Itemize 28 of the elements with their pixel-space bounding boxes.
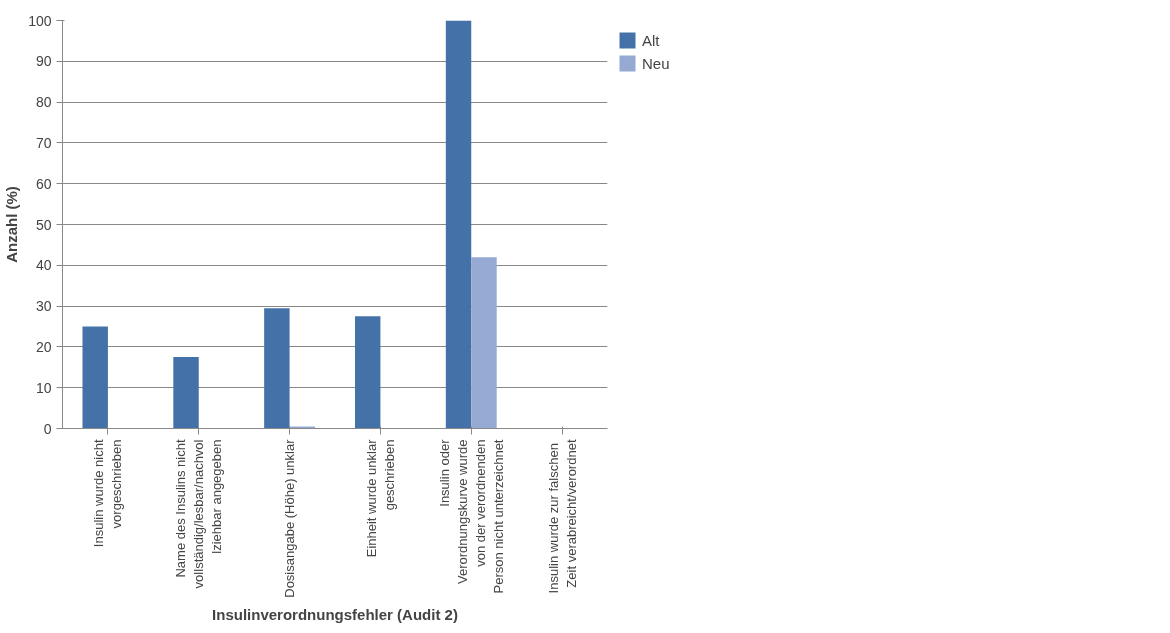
legend-label: Neu [642, 54, 670, 72]
y-tick-label: 40 [35, 257, 52, 274]
x-tick-label: Insulin wurde nicht vorgeschrieben [91, 439, 125, 548]
y-tick-label: 0 [43, 420, 52, 437]
x-tick-label: Insulin wurde zur falschen Zeit verabreicht/verordnet [545, 439, 579, 594]
y-tick-label: 30 [35, 298, 52, 315]
bar [471, 257, 497, 429]
y-tick-label: 90 [35, 53, 52, 70]
x-tick-label: Dosisangabe (Höhe) unklar [282, 438, 298, 598]
bar [264, 308, 290, 429]
y-tick-label: 60 [35, 175, 52, 192]
y-tick-label: 50 [35, 216, 52, 233]
bar [173, 357, 199, 429]
bar [354, 316, 381, 429]
y-axis-title: Anzahl (%) [3, 186, 21, 263]
x-tick-label: Einheit wurde unklar geschrieben [363, 438, 397, 558]
y-tick-label: 100 [28, 12, 52, 29]
x-tick-label: Insulin oder Verordnungskurve wurde von der verordnenden Person nicht unterzeichnet [436, 438, 506, 594]
y-tick-label: 10 [35, 379, 52, 396]
y-tick-label: 20 [35, 338, 52, 355]
x-axis-title: Insulinverordnungsfehler (Audit 2) [212, 605, 458, 623]
bar [445, 20, 472, 429]
y-tick-label: 70 [35, 134, 52, 151]
bar [289, 426, 316, 429]
y-tick-label: 80 [35, 94, 52, 111]
x-tick-label: Name des Insulins nicht vollständig/lesbar/nachvol lziehbar angegeben [173, 439, 225, 589]
bar [82, 326, 108, 429]
legend-label: Alt [642, 31, 661, 49]
